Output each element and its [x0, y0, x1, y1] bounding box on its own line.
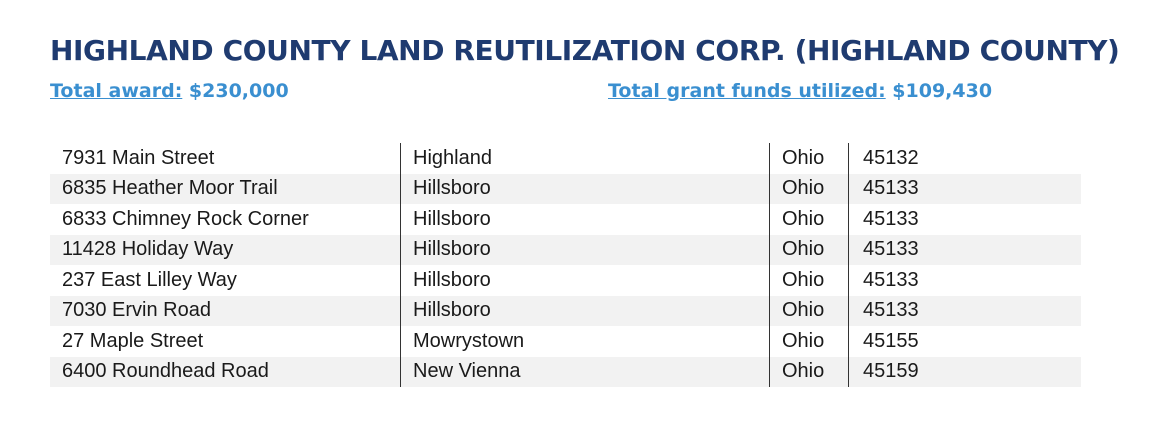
state-cell: Ohio	[769, 265, 849, 296]
properties-table: 7931 Main Street Highland Ohio 45132 6835 He…	[50, 143, 1081, 387]
total-award-value: $230,000	[188, 80, 289, 102]
award-summary: Total award: $230,000 Total grant funds …	[50, 80, 1110, 110]
total-award: Total award: $230,000	[50, 80, 289, 102]
address-cell: 6835 Heather Moor Trail	[50, 173, 401, 204]
city-cell: New Vienna	[400, 356, 770, 387]
address-cell: 7931 Main Street	[62, 146, 215, 169]
total-award-label: Total award:	[50, 80, 183, 102]
city-cell: Hillsboro	[400, 234, 770, 265]
city-cell: Hillsboro	[400, 265, 770, 296]
city-cell: Highland	[400, 143, 770, 174]
city-cell: Hillsboro	[400, 173, 770, 204]
city-cell: Mowrystown	[400, 326, 770, 357]
zip-cell: 45159	[848, 356, 1081, 387]
state-cell: Ohio	[769, 295, 849, 326]
grant-funds-utilized-label: Total grant funds utilized:	[608, 80, 886, 102]
city-cell: Hillsboro	[400, 204, 770, 235]
city-cell: Hillsboro	[400, 295, 770, 326]
state-cell: Ohio	[769, 173, 849, 204]
table-row: 6835 Heather Moor Trail Hillsboro Ohio 4513…	[50, 173, 1081, 204]
zip-cell: 45133	[848, 234, 1081, 265]
table-row: 6400 Roundhead Road New Vienna Ohio 45159	[50, 356, 1081, 387]
zip-cell: 45133	[848, 265, 1081, 296]
zip-cell: 45133	[848, 173, 1081, 204]
address-cell: 27 Maple Street	[62, 329, 204, 352]
properties-table-body: 7931 Main Street Highland Ohio 45132 6835 He…	[50, 143, 1081, 387]
table-row: 6833 Chimney Rock Corner Hillsboro Ohio 451…	[50, 204, 1081, 235]
grant-funds-utilized-value: $109,430	[892, 80, 993, 102]
state-cell: Ohio	[769, 204, 849, 235]
grant-funds-utilized: Total grant funds utilized: $109,430	[608, 80, 992, 102]
table-row: 237 East Lilley Way Hillsboro Ohio 45133	[50, 265, 1081, 296]
address-cell: 7030 Ervin Road	[50, 295, 401, 326]
table-row: 7931 Main Street Highland Ohio 45132	[50, 143, 1081, 174]
zip-cell: 45133	[848, 204, 1081, 235]
address-cell: 11428 Holiday Way	[50, 234, 401, 265]
zip-cell: 45132	[848, 143, 1081, 174]
address-cell: 6400 Roundhead Road	[50, 356, 401, 387]
table-row: 7030 Ervin Road Hillsboro Ohio 45133	[50, 295, 1081, 326]
address-cell: 237 East Lilley Way	[62, 268, 237, 291]
table-row: 11428 Holiday Way Hillsboro Ohio 45133	[50, 234, 1081, 265]
page-title: HIGHLAND COUNTY LAND REUTILIZATION CORP.…	[50, 34, 1120, 67]
table-row: 27 Maple Street Mowrystown Ohio 45155	[50, 326, 1081, 357]
zip-cell: 45133	[848, 295, 1081, 326]
state-cell: Ohio	[769, 143, 849, 174]
address-cell: 6833 Chimney Rock Corner	[62, 207, 309, 230]
zip-cell: 45155	[848, 326, 1081, 357]
state-cell: Ohio	[769, 326, 849, 357]
state-cell: Ohio	[769, 356, 849, 387]
state-cell: Ohio	[769, 234, 849, 265]
